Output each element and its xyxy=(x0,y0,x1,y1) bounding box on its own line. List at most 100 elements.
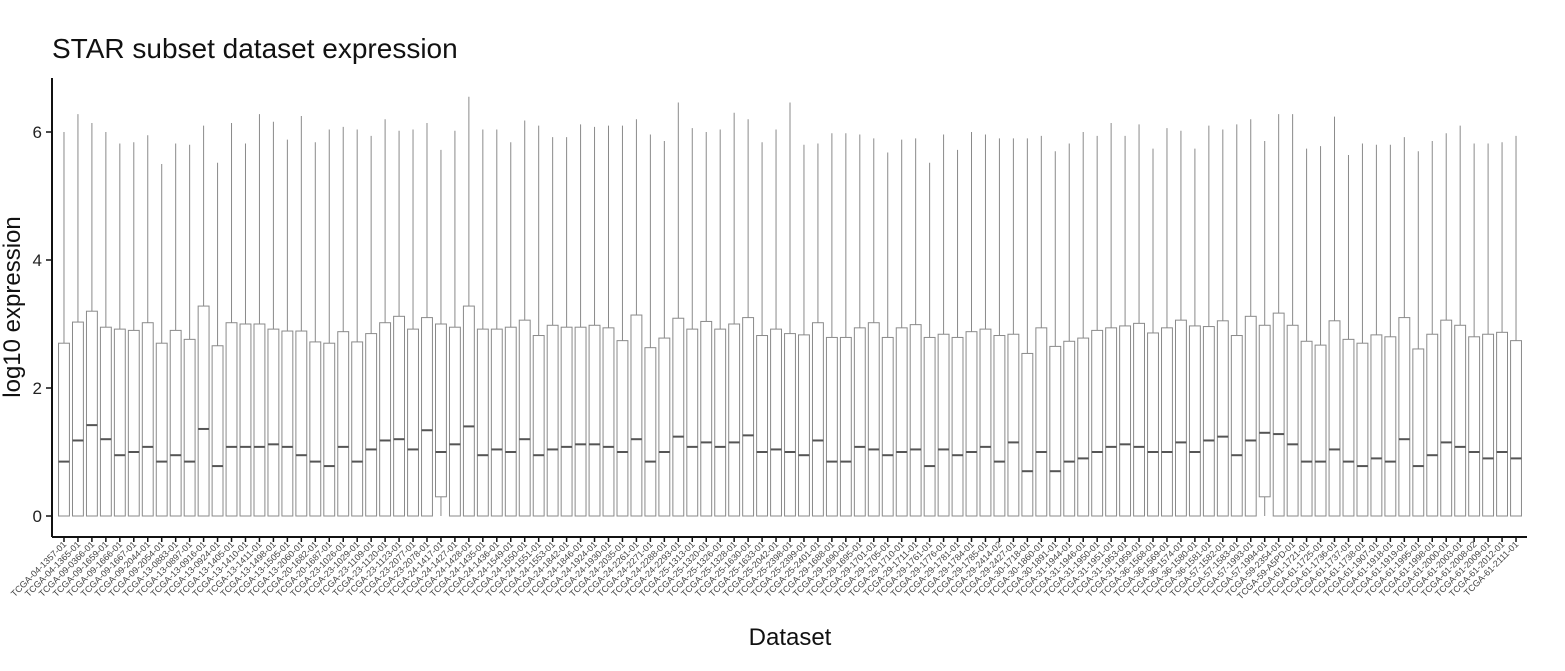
box-iqr xyxy=(1496,331,1509,517)
box-group xyxy=(839,133,852,517)
box-group xyxy=(476,129,489,517)
box-iqr xyxy=(253,323,266,517)
box-group xyxy=(700,132,713,517)
box-iqr xyxy=(909,324,922,517)
box-group xyxy=(909,138,922,517)
box-group xyxy=(1398,137,1411,517)
y-tick-label: 2 xyxy=(33,379,42,398)
box-iqr xyxy=(435,323,447,498)
box-iqr xyxy=(714,328,727,517)
box-iqr xyxy=(1105,327,1118,517)
box-iqr xyxy=(351,341,364,517)
box-group xyxy=(1063,143,1076,517)
box-iqr xyxy=(1482,333,1495,517)
box-iqr xyxy=(1454,324,1467,517)
box-iqr xyxy=(99,326,112,517)
box-group xyxy=(518,120,531,517)
box-group xyxy=(588,126,601,517)
box-iqr xyxy=(1091,329,1104,517)
box-group xyxy=(1342,155,1355,517)
box-group xyxy=(923,162,936,517)
box-iqr xyxy=(1300,340,1313,517)
box-iqr xyxy=(1440,319,1453,517)
y-tick-label: 6 xyxy=(33,123,42,142)
box-group xyxy=(1286,114,1299,517)
plot-area xyxy=(58,96,1522,517)
box-iqr xyxy=(1230,335,1243,517)
box-iqr xyxy=(365,333,378,517)
box-iqr xyxy=(546,324,559,517)
box-group xyxy=(490,129,503,517)
box-group xyxy=(435,149,447,516)
box-group xyxy=(1510,135,1522,517)
box-group xyxy=(867,138,880,517)
box-group xyxy=(1007,138,1020,517)
box-group xyxy=(742,119,755,517)
box-group xyxy=(951,149,964,517)
box-group xyxy=(197,125,210,517)
box-iqr xyxy=(71,321,84,517)
box-iqr xyxy=(1510,340,1522,517)
box-iqr xyxy=(141,322,154,517)
box-iqr xyxy=(127,329,140,517)
box-group xyxy=(644,134,657,517)
box-iqr xyxy=(616,340,629,517)
box-iqr xyxy=(1188,325,1201,517)
box-iqr xyxy=(658,337,671,517)
box-group xyxy=(798,144,810,517)
box-iqr xyxy=(993,335,1006,517)
box-group xyxy=(281,139,294,517)
box-iqr xyxy=(1202,326,1215,517)
box-group xyxy=(770,129,782,517)
box-iqr xyxy=(225,322,238,517)
box-iqr xyxy=(728,323,741,517)
box-group xyxy=(1328,116,1341,517)
box-iqr xyxy=(951,336,964,517)
box-iqr xyxy=(630,314,643,517)
box-group xyxy=(1272,114,1285,517)
box-group xyxy=(714,129,727,517)
box-iqr xyxy=(1077,337,1090,517)
box-iqr xyxy=(1426,333,1439,517)
box-group xyxy=(630,119,643,517)
box-iqr xyxy=(1007,333,1020,517)
box-iqr xyxy=(476,328,489,517)
box-group xyxy=(895,139,908,517)
box-group xyxy=(881,152,894,517)
box-iqr xyxy=(85,310,98,517)
box-group xyxy=(658,140,671,517)
box-iqr xyxy=(462,305,475,517)
box-group xyxy=(728,112,741,517)
box-iqr xyxy=(560,326,573,517)
box-iqr xyxy=(113,328,126,517)
box-iqr xyxy=(602,327,615,517)
box-iqr xyxy=(1468,336,1481,517)
box-iqr xyxy=(295,330,308,517)
box-iqr xyxy=(839,336,852,517)
box-group xyxy=(1161,128,1173,517)
box-iqr xyxy=(183,338,196,517)
box-group xyxy=(462,96,475,517)
box-group xyxy=(155,164,168,517)
box-group xyxy=(1202,125,1215,517)
box-group xyxy=(1049,151,1062,517)
y-tick-label: 0 xyxy=(33,507,42,526)
box-group xyxy=(1230,124,1243,517)
box-group xyxy=(1300,148,1313,517)
box-iqr xyxy=(1174,319,1187,517)
box-group xyxy=(979,134,992,517)
box-iqr xyxy=(979,328,992,517)
box-group xyxy=(1258,140,1271,516)
box-iqr xyxy=(1342,338,1355,517)
box-iqr xyxy=(1258,324,1271,498)
box-group xyxy=(1021,138,1034,517)
box-iqr xyxy=(1286,324,1299,517)
box-group xyxy=(421,123,433,517)
x-axis-title: Dataset xyxy=(749,624,832,651)
box-group xyxy=(1035,135,1048,517)
box-iqr xyxy=(798,334,810,517)
box-iqr xyxy=(490,328,503,517)
box-group xyxy=(1356,143,1369,517)
box-group xyxy=(602,125,615,517)
box-group xyxy=(756,142,769,517)
